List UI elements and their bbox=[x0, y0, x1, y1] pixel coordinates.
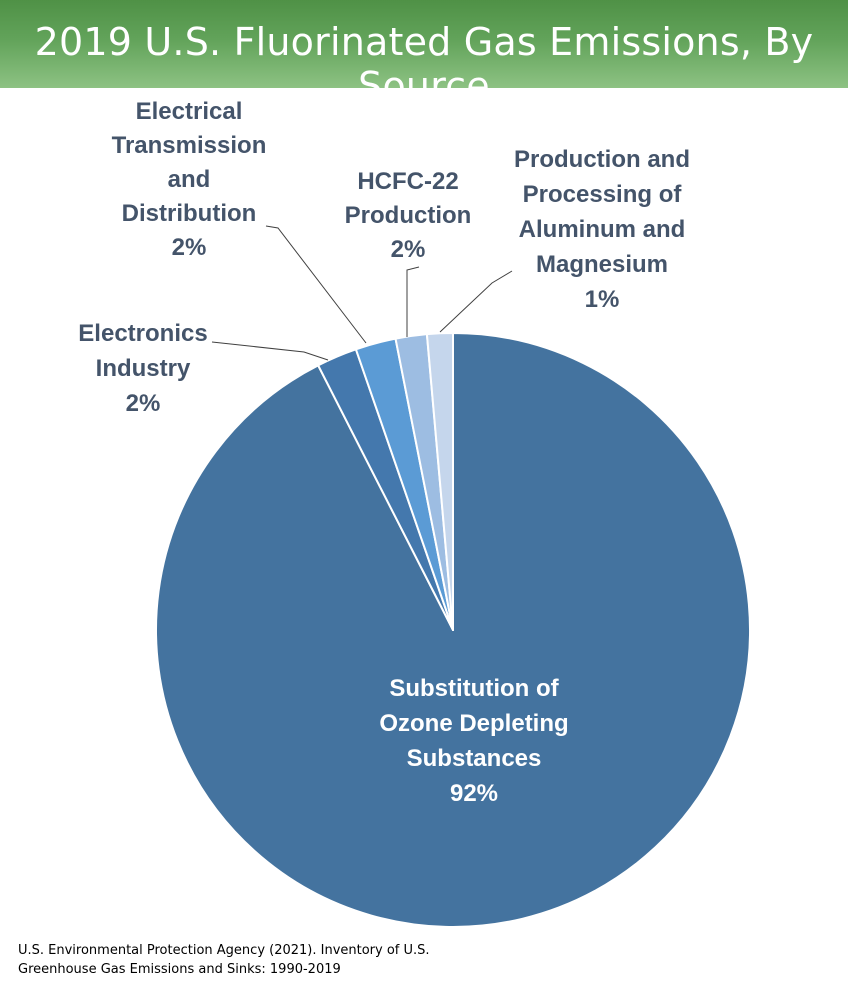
slice-label-line: Aluminum and bbox=[519, 216, 686, 243]
title-banner: 2019 U.S. Fluorinated Gas Emissions, By … bbox=[0, 0, 848, 108]
slice-label-0: Substitution of Ozone Depleting Substances… bbox=[379, 675, 568, 807]
slice-value-label: 2% bbox=[391, 236, 426, 263]
slice-label-line: Magnesium bbox=[536, 251, 668, 278]
slice-label-line: HCFC-22 bbox=[357, 168, 458, 195]
slice-value-label: 2% bbox=[126, 390, 161, 417]
slice-label-line: Electronics bbox=[78, 320, 207, 347]
slice-value-label: 92% bbox=[450, 780, 498, 807]
leader-line-3 bbox=[406, 266, 420, 337]
leader-line-2 bbox=[265, 225, 367, 344]
leader-line-1 bbox=[211, 341, 329, 361]
slice-label-line: Substances bbox=[407, 745, 542, 772]
slice-label-2: Electrical Transmission and Distribution 2% bbox=[112, 98, 267, 261]
pie-slices bbox=[155, 332, 751, 928]
slice-label-line: Electrical bbox=[136, 98, 243, 125]
slice-label-line: Industry bbox=[96, 355, 191, 382]
leader-line-4 bbox=[439, 270, 513, 333]
slice-label-4: Production and Processing of Aluminum and M… bbox=[514, 146, 690, 313]
slice-label-line: Transmission bbox=[112, 132, 267, 159]
slice-value-label: 1% bbox=[585, 286, 620, 313]
slice-labels: Substitution of Ozone Depleting Substances… bbox=[78, 98, 690, 807]
slice-label-line: Substitution of bbox=[389, 675, 559, 702]
pie-slice-4 bbox=[425, 332, 454, 631]
leader-lines bbox=[211, 225, 513, 361]
chart-title: 2019 U.S. Fluorinated Gas Emissions, By … bbox=[34, 20, 814, 108]
slice-label-1: Electronics Industry 2% bbox=[78, 320, 207, 417]
slice-label-line: and bbox=[168, 166, 211, 193]
slice-label-line: Production bbox=[345, 202, 472, 229]
pie-chart: Substitution of Ozone Depleting Substances… bbox=[78, 98, 751, 928]
pie-slice-0 bbox=[155, 332, 751, 928]
slice-label-line: Processing of bbox=[523, 181, 683, 208]
source-citation: U.S. Environmental Protection Agency (20… bbox=[18, 941, 538, 979]
slice-label-line: Production and bbox=[514, 146, 690, 173]
slice-value-label: 2% bbox=[172, 234, 207, 261]
slice-label-line: Ozone Depleting bbox=[379, 710, 568, 737]
slice-label-3: HCFC-22 Production 2% bbox=[345, 168, 472, 263]
source-line-1: U.S. Environmental Protection Agency (20… bbox=[18, 943, 430, 958]
slice-label-line: Distribution bbox=[122, 200, 257, 227]
source-line-2: Greenhouse Gas Emissions and Sinks: 1990… bbox=[18, 962, 341, 977]
